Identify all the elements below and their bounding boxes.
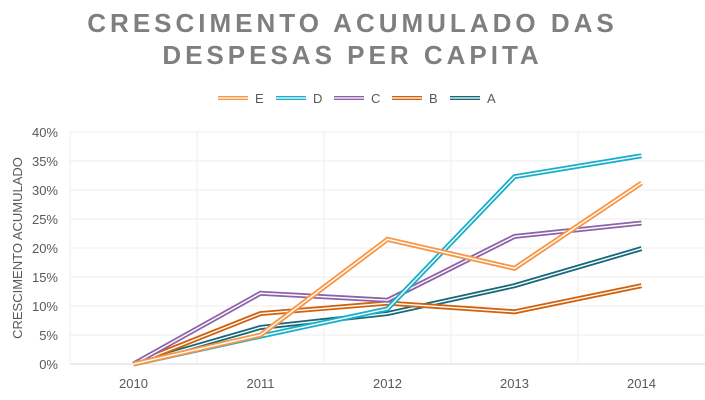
series-line-outer xyxy=(132,180,643,367)
x-tick-label: 2013 xyxy=(500,376,529,391)
y-axis-label: CRESCIMENTO ACUMULADO xyxy=(10,157,25,339)
x-tick-label: 2011 xyxy=(247,376,275,391)
series-line-E xyxy=(132,180,643,367)
x-tick-label: 2014 xyxy=(627,376,656,391)
series-line-inner xyxy=(133,182,642,365)
y-tick-label: 40% xyxy=(32,125,58,140)
legend-label: E xyxy=(255,91,264,106)
x-tick-label: 2010 xyxy=(119,376,148,391)
y-tick-label: 10% xyxy=(32,299,58,314)
chart-title-line-1: CRESCIMENTO ACUMULADO DAS xyxy=(87,8,618,38)
legend-item-A: A xyxy=(450,91,496,106)
y-tick-label: 5% xyxy=(39,328,58,343)
y-tick-label: 35% xyxy=(32,154,58,169)
legend-label: D xyxy=(313,91,322,106)
legend-item-E: E xyxy=(218,91,264,106)
legend-label: C xyxy=(371,91,380,106)
series-line-B xyxy=(132,283,643,367)
series-line-C xyxy=(132,220,642,367)
y-tick-label: 0% xyxy=(39,357,58,372)
legend-item-C: C xyxy=(334,91,380,106)
y-tick-label: 30% xyxy=(32,183,58,198)
x-tick-label: 2012 xyxy=(373,376,402,391)
legend-label: A xyxy=(487,91,496,106)
legend-label: B xyxy=(429,91,438,106)
legend-item-D: D xyxy=(276,91,322,106)
chart-title-line-2: DESPESAS PER CAPITA xyxy=(162,40,543,70)
y-tick-label: 25% xyxy=(32,212,58,227)
y-tick-label: 20% xyxy=(32,241,58,256)
y-tick-label: 15% xyxy=(32,270,58,285)
legend-item-B: B xyxy=(392,91,438,106)
